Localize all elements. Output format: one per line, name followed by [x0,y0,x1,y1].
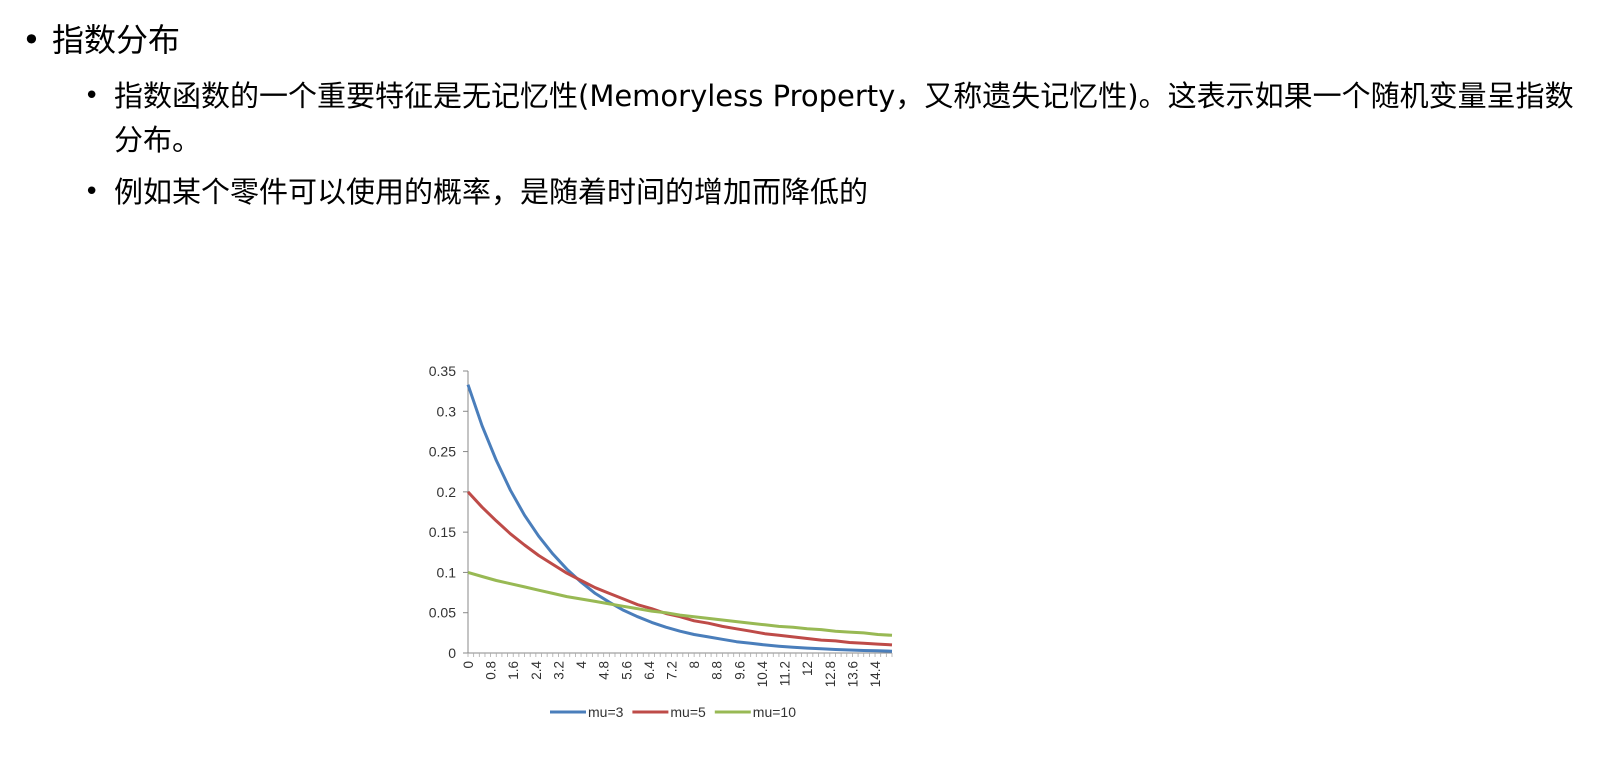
legend-label: mu=10 [753,704,796,720]
x-tick-label: 12.8 [823,661,838,687]
bullet-text: 例如某个零件可以使用的概率，是随着时间的增加而降低的 [114,175,869,209]
heading-text: 指数分布 [52,21,181,59]
bullet-item: • 例如某个零件可以使用的概率，是随着时间的增加而降低的 [84,170,1574,214]
y-tick-label: 0.3 [437,403,457,419]
chart-legend: mu=3 mu=5 mu=10 [550,704,796,720]
x-tick-label: 1.6 [506,661,521,680]
x-tick-label: 8.8 [710,661,725,680]
x-tick-label: 2.4 [529,661,544,680]
series-lines [466,384,893,653]
series-line-mu-10 [467,570,893,637]
exponential-distribution-chart: 0 0.05 0.1 0.15 0.2 0.25 0.3 0.35 0 0.8 1.6 2.4 3.2… [429,363,893,720]
y-tick-label: 0.1 [437,564,457,580]
x-tick-label: 12 [800,661,815,676]
x-tick-label: 14.4 [868,661,883,688]
bullet-dot: • [84,81,100,111]
y-tick-label: 0.15 [429,524,456,540]
bullet-dot: • [22,21,41,59]
y-tick-label: 0.2 [437,484,457,500]
x-tick-label: 6.4 [642,661,657,680]
y-tick-label: 0.05 [429,605,456,621]
x-tick-label: 9.6 [732,661,747,680]
x-tick-label: 13.6 [845,661,860,687]
slide-heading: • 指数分布 [22,18,180,62]
x-tick-label: 7.2 [665,661,680,680]
y-tick-label: 0.25 [429,444,456,460]
legend-label: mu=3 [588,704,624,720]
x-tick-labels: 0 0.8 1.6 2.4 3.2 4 4.8 5.6 6.4 7.2 8 8.8 9.6 10.4 11.… [461,661,883,688]
bullet-text: 指数函数的一个重要特征是无记忆性(Memoryless Property，又称遗… [114,79,1574,157]
x-tick-label: 10.4 [755,661,770,688]
x-tick-label: 11.2 [778,661,793,686]
bullet-dot: • [84,177,100,207]
x-tick-label: 4.8 [597,661,612,680]
x-tick-label: 5.6 [619,661,634,680]
x-tick-label: 8 [687,661,702,669]
x-tick-label: 3.2 [551,661,566,680]
chart-axes [463,370,893,657]
y-tick-label: 0 [448,645,456,661]
bullet-item: • 指数函数的一个重要特征是无记忆性(Memoryless Property，又… [84,74,1574,162]
x-tick-label: 0.8 [484,661,499,680]
x-tick-label: 4 [574,661,589,669]
legend-label: mu=5 [670,704,706,720]
series-line-mu-5 [466,490,893,647]
series-line-mu-3 [466,384,893,653]
x-tick-label: 0 [461,661,476,669]
y-tick-labels: 0 0.05 0.1 0.15 0.2 0.25 0.3 0.35 [429,363,456,661]
y-tick-label: 0.35 [429,363,456,379]
